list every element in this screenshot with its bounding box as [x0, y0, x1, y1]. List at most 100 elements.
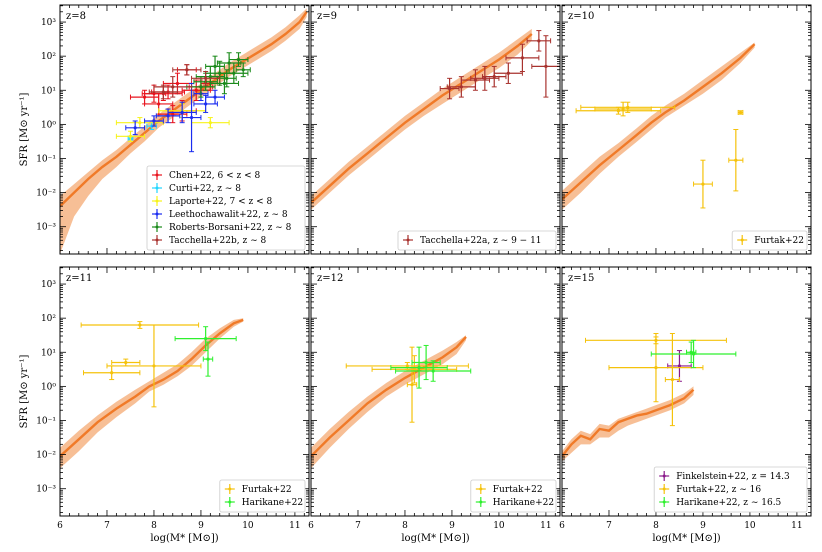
legend: Furtak+22 — [731, 230, 808, 251]
data-point — [111, 358, 141, 367]
data-point — [125, 120, 146, 136]
model-band — [60, 8, 307, 254]
data-point — [106, 324, 202, 408]
point-marker — [654, 366, 658, 370]
legend-marker-dot — [479, 500, 483, 504]
data-point — [205, 89, 225, 105]
y-tick-label: 10² — [41, 52, 56, 62]
data-point — [439, 77, 460, 100]
plot-area — [311, 28, 560, 210]
y-tick-label: 10⁻² — [36, 189, 56, 199]
legend-box — [653, 466, 808, 513]
panel-title: z=12 — [317, 273, 343, 284]
legend-box — [470, 479, 557, 513]
data-point — [411, 344, 441, 381]
point-marker — [208, 121, 212, 125]
model-line — [311, 336, 467, 458]
data-point — [345, 362, 469, 370]
legend-label: Roberts-Borsani+22, z ∼ 8 — [169, 223, 292, 233]
point-marker — [138, 323, 142, 327]
point-marker — [431, 369, 435, 373]
point-marker — [236, 57, 241, 62]
legend-label: Furtak+22, z ∼ 16 — [676, 485, 761, 495]
data-point — [481, 65, 507, 88]
legend-marker-dot — [479, 487, 483, 491]
x-tick-label: 6 — [559, 521, 565, 531]
legend-label: Chen+22, 6 < z < 8 — [169, 171, 261, 181]
legend-marker-dot — [228, 487, 232, 491]
point-marker — [124, 360, 128, 365]
x-tick-label: 11 — [289, 521, 300, 531]
data-point — [608, 333, 704, 403]
point-marker — [128, 134, 133, 138]
data-point — [664, 333, 680, 427]
data-point — [191, 117, 230, 129]
point-marker — [222, 81, 227, 86]
data-point — [737, 109, 744, 115]
legend-label: Furtak+22 — [754, 236, 804, 246]
legend-marker-dot — [155, 173, 159, 177]
data-point — [594, 101, 652, 117]
legend-entry: Furtak+22, z ∼ 16 — [659, 484, 761, 495]
data-point — [191, 71, 221, 86]
legend-label: Furtak+22 — [242, 485, 292, 495]
series-harikane — [650, 339, 737, 369]
legend-marker-dot — [662, 474, 666, 478]
plot-area — [562, 42, 756, 210]
panel-title: z=10 — [568, 11, 594, 22]
x-axis-label: log(M* [M⊙]) — [652, 533, 720, 544]
point-marker — [225, 76, 229, 80]
panel-title: z=15 — [568, 273, 594, 284]
x-tick-label: 10 — [242, 521, 254, 531]
point-marker — [691, 352, 696, 356]
y-tick-label: 10⁰ — [41, 382, 56, 392]
x-tick-label: 6 — [57, 521, 63, 531]
series-furtak — [575, 101, 744, 209]
series-furtak — [80, 321, 202, 408]
x-tick-label: 8 — [151, 521, 157, 531]
point-marker — [166, 114, 170, 118]
data-point — [470, 65, 500, 91]
point-marker — [227, 61, 231, 65]
y-tick-label: 10⁻¹ — [36, 416, 56, 426]
y-tick-label: 10⁰ — [41, 120, 56, 130]
point-marker — [133, 126, 137, 130]
panel-z-15: 6 7 8 9 10 11 log(M* [M⊙]) z=15 Finkelstein+22, … — [559, 266, 812, 544]
point-marker — [232, 71, 236, 75]
legend-label: Tacchella+22a, z ∼ 9 − 11 — [420, 236, 542, 246]
legend: Furtak+22 Harikane+22 — [470, 479, 557, 513]
data-point — [80, 321, 200, 329]
legend-label: Harikane+22 — [493, 498, 554, 508]
point-marker — [473, 78, 478, 82]
panel-title: z=9 — [317, 11, 337, 22]
y-tick-label: 10¹ — [41, 86, 56, 96]
data-point — [526, 30, 552, 52]
legend-entry: Laporte+22, 7 < z < 8 — [152, 196, 272, 207]
x-axis-label: log(M* [M⊙]) — [401, 533, 469, 544]
legend-label: Finkelstein+22, z = 14.3 — [676, 472, 790, 482]
point-marker — [447, 86, 452, 91]
legend-label: Curti+22, z ∼ 8 — [169, 184, 241, 194]
point-marker — [138, 121, 142, 125]
series-furtak — [584, 333, 727, 427]
legend-box — [146, 165, 306, 251]
point-marker — [110, 371, 114, 375]
legend: Furtak+22 Harikane+22 — [219, 479, 306, 513]
plot-area — [60, 8, 308, 254]
model-band — [311, 335, 466, 469]
panel-frame — [310, 266, 561, 517]
point-marker — [189, 115, 194, 120]
series-tacchella — [439, 30, 560, 100]
data-point — [390, 346, 448, 389]
legend-box — [397, 230, 557, 251]
point-marker — [544, 64, 548, 68]
point-marker — [194, 88, 198, 92]
legend-marker-dot — [155, 225, 159, 229]
point-marker — [417, 366, 421, 370]
legend-marker-dot — [740, 238, 744, 242]
panel-z-9: z=9 Tacchella+22a, z ∼ 9 − 11 — [310, 4, 561, 255]
series-finkelstein — [667, 350, 692, 382]
legend-entry: Furtak+22 — [224, 484, 292, 495]
point-marker — [689, 350, 693, 354]
model-band — [60, 318, 244, 469]
